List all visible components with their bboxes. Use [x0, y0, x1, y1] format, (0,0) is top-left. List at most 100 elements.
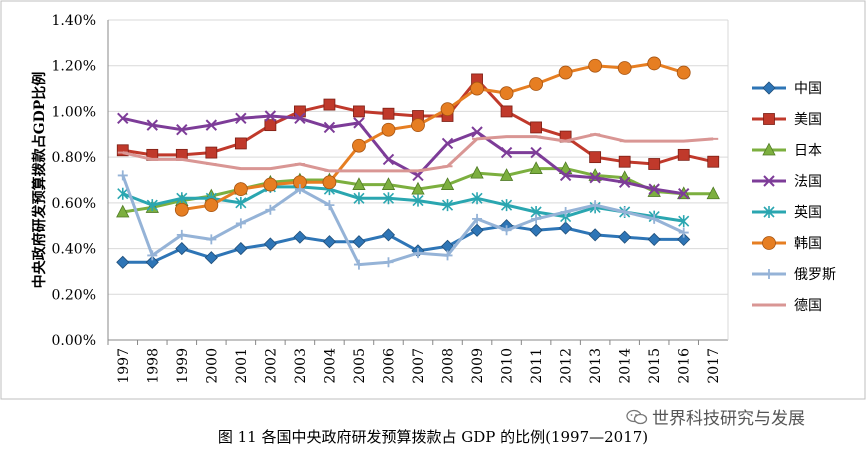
data-point-0-9: [381, 228, 396, 242]
data-point-5-3: [204, 198, 219, 213]
data-point-6-0: [117, 170, 128, 181]
x-tick-label: 2016: [677, 348, 693, 384]
data-point-3-2: [176, 124, 188, 136]
data-point-0-0: [116, 255, 130, 269]
data-point-2-0: [116, 204, 130, 218]
data-point-5-14: [529, 77, 543, 91]
data-point-1-7: [323, 98, 336, 111]
data-point-4-10: [412, 194, 424, 207]
data-point-6-8: [353, 259, 364, 270]
data-point-5-9: [381, 122, 396, 137]
x-tick-label: 2011: [529, 348, 545, 384]
data-point-3-6: [294, 112, 306, 124]
data-point-3-19: [678, 188, 690, 200]
data-point-3-0: [117, 112, 129, 124]
chart-frame: 0.00% 0.20% 0.40% 0.60% 0.80% 1.00% 1.20% 1.40%…: [0, 0, 866, 400]
data-point-4-4: [235, 196, 247, 209]
legend-marker-6: [764, 269, 774, 279]
data-point-1-8: [353, 105, 365, 118]
data-point-1-19: [677, 148, 690, 161]
data-point-0-19: [677, 232, 691, 246]
x-tick-label: 2004: [322, 348, 338, 384]
legend-marker-5: [762, 236, 776, 250]
y-tick-label: 1.00%: [52, 104, 96, 120]
data-point-3-9: [382, 153, 395, 166]
data-point-0-15: [559, 221, 573, 235]
data-point-5-11: [440, 102, 455, 117]
legend-marker-1: [763, 113, 775, 125]
data-point-5-10: [411, 118, 425, 133]
y-tick-label: 0.80%: [52, 150, 96, 166]
data-point-0-8: [352, 235, 366, 249]
y-axis-title: 中央政府研发预算拨款占GDP比例: [31, 72, 48, 289]
data-point-1-13: [500, 105, 513, 118]
x-tick-label: 2006: [381, 348, 397, 384]
data-point-3-11: [441, 137, 454, 150]
x-tick-label: 2015: [647, 348, 663, 384]
data-point-0-2: [175, 242, 189, 256]
data-point-6-7: [324, 200, 335, 211]
legend-label-6: 俄罗斯: [794, 267, 836, 283]
data-point-1-16: [589, 151, 602, 164]
line-chart: 0.00% 0.20% 0.40% 0.60% 0.80% 1.00% 1.20% 1.40%…: [0, 0, 866, 400]
data-point-1-17: [618, 155, 631, 168]
data-point-6-18: [649, 213, 660, 224]
x-tick-label: 2001: [234, 348, 250, 384]
data-point-0-4: [234, 242, 248, 256]
data-point-5-4: [233, 182, 248, 197]
x-tick-label: 2014: [618, 348, 634, 384]
data-point-3-13: [500, 146, 513, 159]
data-point-0-5: [263, 237, 277, 251]
legend-label-7: 德国: [794, 298, 822, 314]
x-tick-label: 2007: [411, 348, 427, 384]
x-tick-label: 2000: [204, 348, 220, 384]
data-point-6-10: [413, 248, 423, 259]
data-point-2-8: [352, 177, 366, 190]
data-point-2-11: [440, 177, 455, 190]
data-point-6-12: [472, 213, 483, 224]
x-tick-label: 1997: [116, 348, 132, 384]
data-point-3-7: [323, 121, 336, 134]
data-point-3-12: [471, 126, 483, 138]
x-tick-label: 1998: [145, 348, 161, 384]
legend-label-2: 日本: [794, 143, 822, 159]
data-point-3-4: [235, 112, 247, 124]
data-point-5-15: [558, 65, 573, 80]
data-point-1-9: [382, 107, 395, 120]
legend-marker-3: [763, 175, 775, 187]
data-point-2-9: [381, 177, 396, 190]
data-point-1-20: [707, 155, 720, 168]
x-tick-label: 2017: [706, 348, 722, 384]
data-point-1-14: [530, 121, 542, 134]
data-point-4-0: [117, 187, 129, 200]
data-point-3-16: [589, 172, 601, 184]
y-tick-label: 1.40%: [52, 13, 96, 29]
data-point-3-17: [618, 176, 631, 188]
data-point-6-17: [619, 207, 630, 217]
data-point-0-17: [618, 230, 632, 244]
data-point-4-19: [678, 215, 690, 228]
data-point-5-17: [617, 61, 632, 75]
data-point-5-13: [499, 86, 514, 101]
data-point-3-3: [205, 119, 218, 131]
data-point-2-20: [706, 186, 720, 200]
watermark-text: 世界科技研究与发展: [652, 409, 805, 429]
data-point-3-8: [353, 117, 365, 129]
legend-marker-0: [762, 81, 776, 95]
data-point-0-6: [293, 230, 307, 244]
data-point-4-9: [382, 192, 395, 205]
data-point-6-11: [442, 250, 453, 261]
data-point-6-9: [383, 257, 394, 268]
data-point-4-2: [176, 192, 188, 205]
data-point-0-16: [588, 228, 602, 242]
x-tick-label: 2005: [352, 348, 368, 384]
x-tick-label: 2013: [588, 348, 604, 384]
y-tick-label: 1.20%: [52, 59, 96, 75]
data-point-0-14: [529, 223, 543, 237]
x-tick-label: 2002: [263, 348, 279, 384]
series-line-3: [122, 114, 684, 196]
series-line-6: [121, 174, 685, 267]
chart-border: [0, 0, 866, 400]
data-point-0-3: [204, 251, 218, 265]
data-point-5-12: [470, 81, 484, 96]
